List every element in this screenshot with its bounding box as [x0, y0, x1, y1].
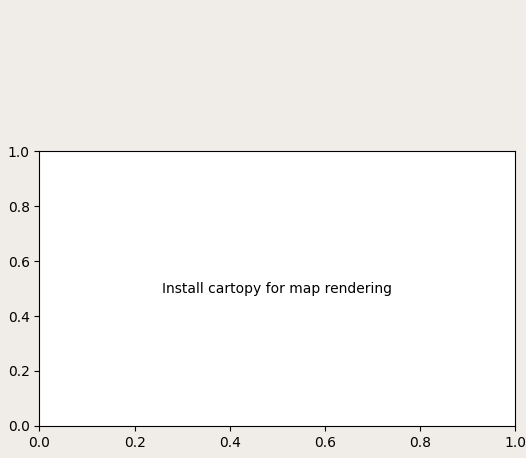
Text: Install cartopy for map rendering: Install cartopy for map rendering [163, 282, 392, 295]
